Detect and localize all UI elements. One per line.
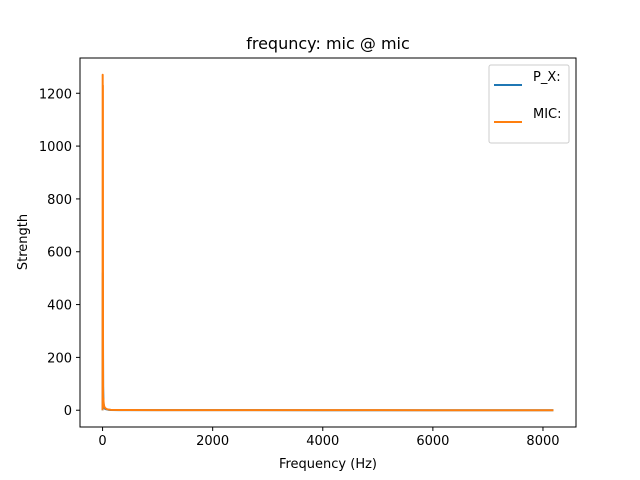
y-tick-label: 400 bbox=[47, 299, 72, 314]
y-tick-label: 800 bbox=[47, 193, 72, 208]
x-axis-label: Frequency (Hz) bbox=[279, 457, 377, 472]
x-tick-label: 8000 bbox=[526, 434, 559, 449]
x-tick-label: 6000 bbox=[416, 434, 449, 449]
series-line-mic bbox=[101, 73, 554, 412]
y-tick-label: 600 bbox=[47, 246, 72, 261]
x-tick-label: 4000 bbox=[306, 434, 339, 449]
legend-label-p-x: P_X: bbox=[533, 70, 561, 85]
y-axis-label: Strength bbox=[16, 214, 31, 270]
x-tick-label: 0 bbox=[98, 434, 106, 449]
legend: P_X: MIC: bbox=[488, 64, 570, 144]
y-tick-label: 1000 bbox=[39, 140, 72, 155]
plot-area bbox=[79, 57, 577, 428]
y-tick-label: 200 bbox=[47, 351, 72, 366]
legend-label-mic: MIC: bbox=[533, 107, 562, 122]
x-tick-label: 2000 bbox=[196, 434, 229, 449]
y-axis: 0 200 400 600 800 1000 1200 bbox=[39, 87, 80, 419]
y-tick-label: 1200 bbox=[39, 87, 72, 102]
series-layer bbox=[101, 73, 554, 412]
x-axis: 0 2000 4000 6000 8000 bbox=[98, 427, 560, 449]
chart-title: frequncy: mic @ mic bbox=[246, 34, 410, 53]
y-tick-label: 0 bbox=[64, 404, 72, 419]
axes-frame bbox=[79, 57, 577, 428]
